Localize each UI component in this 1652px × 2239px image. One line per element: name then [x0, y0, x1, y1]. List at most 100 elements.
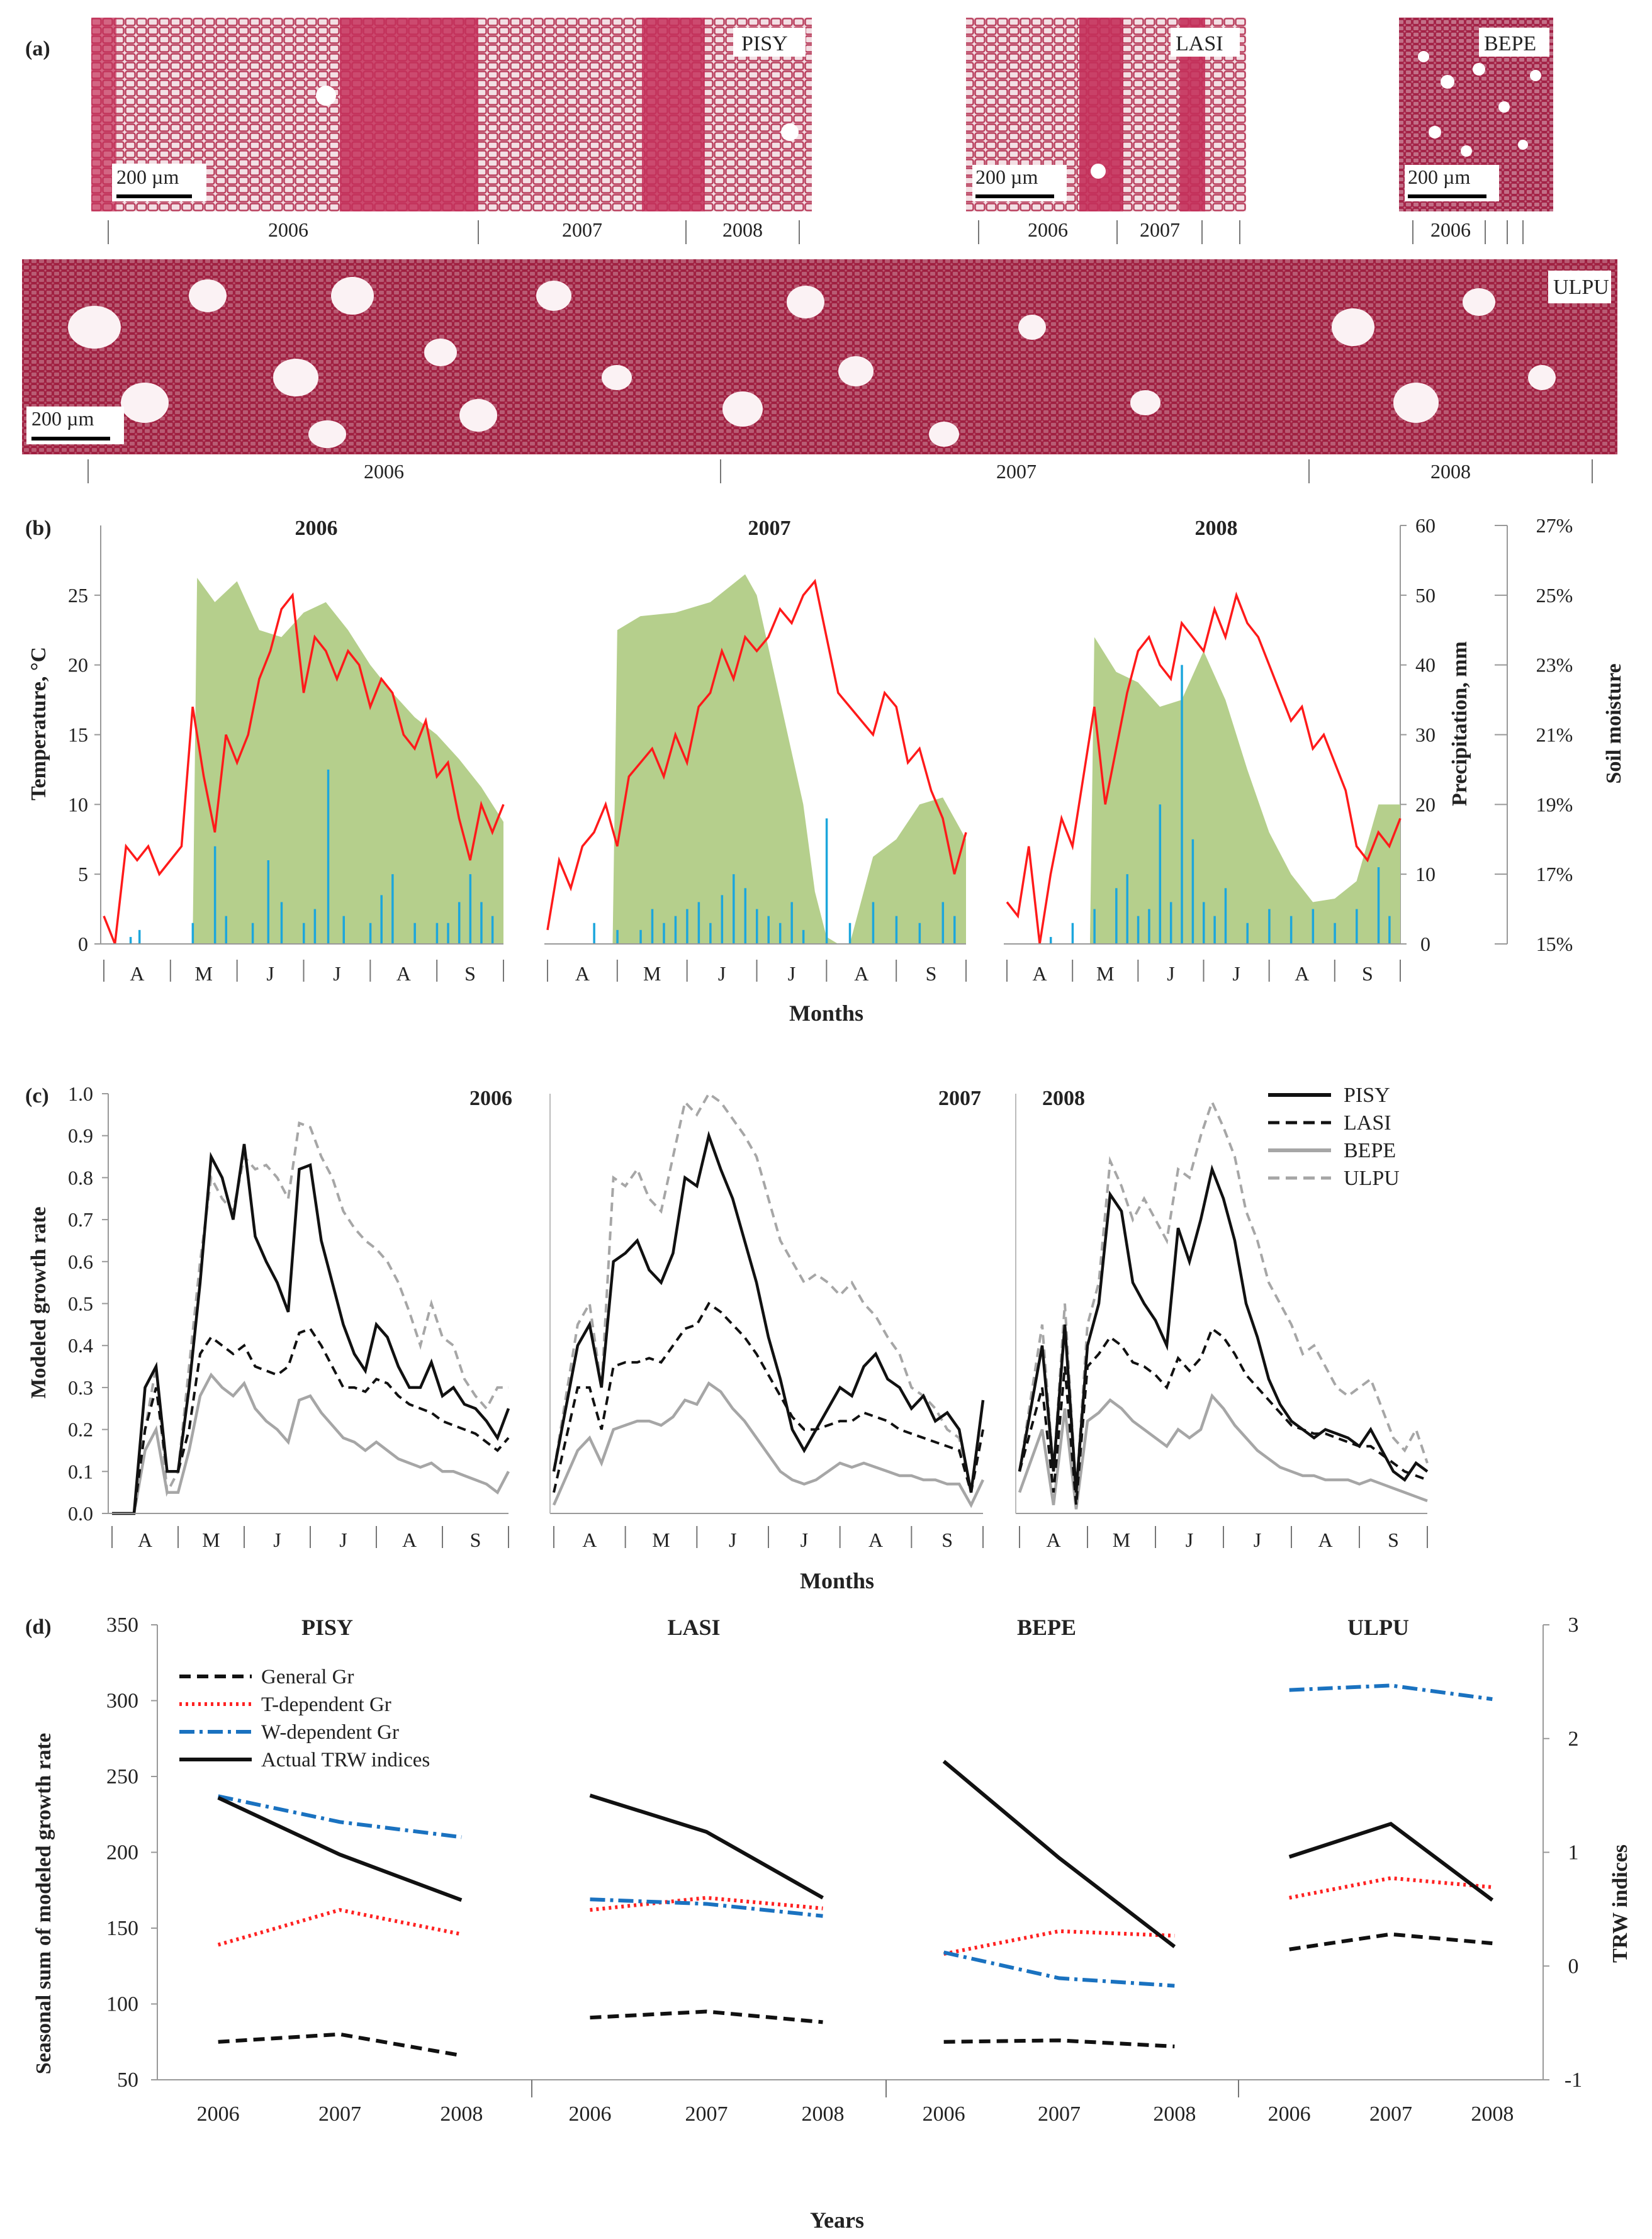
- b-precip-bar: [1137, 916, 1140, 944]
- d-ytick-right-label: -1: [1565, 2068, 1582, 2092]
- c-ytick-label: 0.6: [68, 1250, 93, 1273]
- b-precip-bar: [721, 895, 724, 944]
- d-year-label: 2006: [923, 2102, 965, 2126]
- b-ytick-right-label: 60: [1415, 514, 1436, 537]
- b-precip-bar: [744, 888, 747, 944]
- b-precip-bar: [1126, 874, 1128, 944]
- c-month-label: A: [402, 1529, 417, 1551]
- b-precip-bar: [639, 929, 642, 944]
- c-ytick-label: 0.0: [68, 1502, 93, 1525]
- scalebar-label-ulpu: 200 µm: [31, 407, 94, 430]
- b-ytick-left-label: 20: [68, 654, 88, 676]
- d-ytick-left-label: 350: [106, 1613, 138, 1637]
- panel-label-b: (b): [25, 517, 52, 540]
- b-precip-bar: [767, 916, 770, 944]
- b-month-label: J: [1167, 962, 1174, 985]
- b-precip-bar: [213, 846, 216, 944]
- b-month-label: J: [718, 962, 726, 985]
- b-precip-bar: [686, 909, 688, 944]
- b-ytick-right2-label: 25%: [1536, 584, 1573, 607]
- d-ytick-left-label: 300: [106, 1690, 138, 1713]
- c-xlabel: Months: [800, 1568, 874, 1593]
- d-ytick-left-label: 50: [117, 2068, 138, 2092]
- c-legend: PISY LASI BEPE ULPU: [1268, 1084, 1400, 1190]
- b-month-label: J: [788, 962, 795, 985]
- b-month-label: M: [195, 962, 213, 985]
- d-group-title: LASI: [667, 1615, 720, 1640]
- c-ytick-label: 0.3: [68, 1376, 93, 1399]
- d-group-title: PISY: [301, 1615, 353, 1640]
- d-line-w-dependent-gr: [590, 1897, 823, 1918]
- c-line-lasi: [553, 1301, 984, 1493]
- b-panel-title: 2008: [1195, 517, 1238, 540]
- d-ytick-right-label: 1: [1568, 1841, 1579, 1865]
- d-ytick-right-label: 2: [1568, 1727, 1579, 1751]
- b-precip-bar: [802, 929, 805, 944]
- b-precip-bar: [129, 936, 132, 944]
- c-panel-title: 2006: [469, 1087, 512, 1110]
- b-precip-bar: [953, 916, 956, 944]
- seasonal-sum-chart: 50 100 150 200 250 300 350 -1 0 1 2 3 2006 2007 2008 PI…: [106, 1613, 1582, 2126]
- d-line-actual-trw-indices: [589, 1793, 824, 1900]
- b-precip-bar: [1268, 909, 1271, 944]
- b-ytick-right-label: 40: [1415, 654, 1436, 676]
- scalebar-label-bepe: 200 µm: [1408, 166, 1470, 188]
- d-year-label: 2007: [318, 2102, 361, 2126]
- b-ylabel-left: Temperature, °C: [27, 647, 50, 800]
- b-precip-bar: [1071, 923, 1074, 944]
- c-month-label: A: [1318, 1529, 1332, 1551]
- c-month-label: A: [582, 1529, 597, 1551]
- d-ytick-right-label: 3: [1568, 1613, 1579, 1637]
- d-group-title: ULPU: [1347, 1615, 1409, 1640]
- c-legend-ulpu: ULPU: [1344, 1167, 1400, 1190]
- label-bepe: BEPE: [1484, 32, 1536, 55]
- d-ytick-left-label: 200: [106, 1841, 138, 1865]
- b-precip-bar: [1312, 909, 1315, 944]
- b-precip-bar: [1356, 909, 1358, 944]
- b-month-label: A: [396, 962, 411, 985]
- d-year-label: 2008: [1471, 2102, 1514, 2126]
- b-precip-bar: [1290, 916, 1293, 944]
- b-precip-bar: [1213, 916, 1216, 944]
- ring-year-pisy-2008: 2008: [722, 218, 763, 241]
- c-month-label: J: [1254, 1529, 1261, 1551]
- scalebar-label-lasi: 200 µm: [975, 166, 1038, 188]
- b-precip-bar: [369, 923, 372, 944]
- b-precip-bar: [458, 902, 461, 944]
- b-precip-bar: [1049, 936, 1052, 944]
- b-precip-bar: [1246, 923, 1249, 944]
- c-ytick-label: 0.4: [68, 1334, 93, 1357]
- b-precip-bar: [313, 909, 317, 944]
- panel-label-d: (d): [25, 1615, 52, 1639]
- c-month-label: J: [339, 1529, 347, 1551]
- c-month-label: M: [202, 1529, 220, 1551]
- b-soil-moisture-area: [548, 574, 966, 944]
- b-ylabel-right2: Soil moisture: [1602, 663, 1626, 783]
- c-month-label: A: [138, 1529, 152, 1551]
- c-ylabel: Modeled growth rate: [27, 1206, 50, 1398]
- d-ytick-right-label: 0: [1568, 1955, 1579, 1978]
- b-ytick-right2-label: 23%: [1536, 654, 1573, 676]
- b-precip-bar: [1115, 888, 1118, 944]
- c-ytick-label: 0.8: [68, 1166, 93, 1189]
- c-line-ulpu: [112, 1121, 509, 1515]
- b-precip-bar: [941, 902, 945, 944]
- scalebar-label-pisy: 200 µm: [116, 166, 179, 188]
- d-year-label: 2008: [440, 2102, 483, 2126]
- b-month-label: J: [266, 962, 274, 985]
- c-panel-title: 2008: [1042, 1087, 1085, 1110]
- d-line-general-gr: [943, 2038, 1175, 2048]
- d-line-t-dependent-gr: [590, 1895, 823, 1912]
- d-year-label: 2007: [1038, 2102, 1081, 2126]
- b-month-label: S: [464, 962, 476, 985]
- c-line-bepe: [112, 1372, 510, 1515]
- d-legend-t: T-dependent Gr: [261, 1693, 391, 1716]
- c-line-bepe: [552, 1381, 985, 1508]
- b-precip-bar: [1377, 867, 1380, 944]
- c-line-bepe: [1018, 1393, 1428, 1510]
- c-month-label: S: [470, 1529, 481, 1551]
- micrograph-bepe: BEPE 200 µm: [1399, 18, 1553, 211]
- b-precip-bar: [491, 916, 494, 944]
- c-month-label: S: [1388, 1529, 1399, 1551]
- c-legend-bepe: BEPE: [1344, 1139, 1396, 1162]
